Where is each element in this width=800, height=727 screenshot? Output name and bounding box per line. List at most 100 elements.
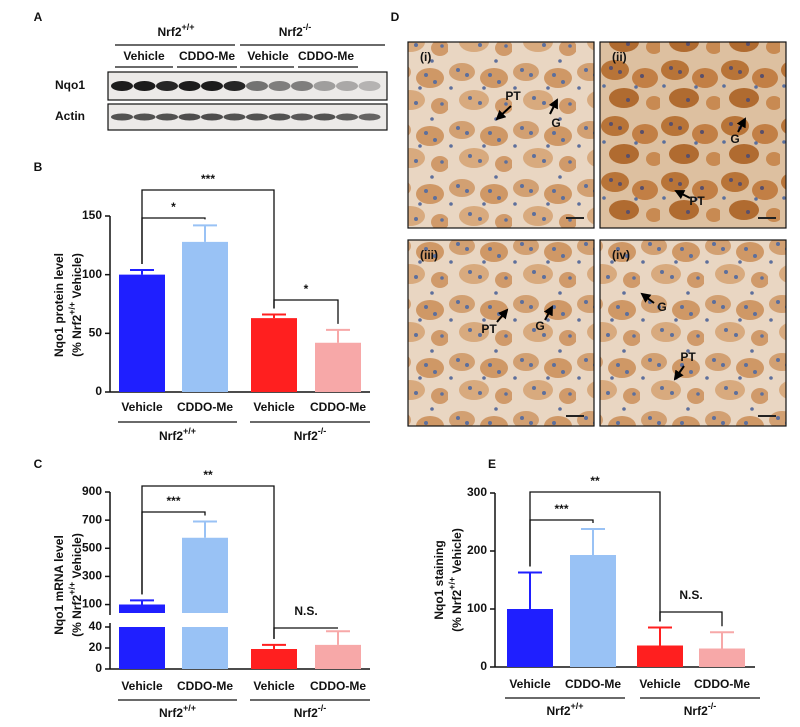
panel-label: E bbox=[488, 457, 496, 471]
micrograph-arrow-label: G bbox=[730, 132, 739, 146]
group-label: Nrf2-/- bbox=[294, 703, 327, 720]
y-tick-label: 100 bbox=[82, 597, 102, 611]
bar bbox=[570, 555, 616, 667]
significance-label: * bbox=[171, 200, 176, 214]
panel-label: D bbox=[391, 10, 400, 24]
panel-label: C bbox=[34, 457, 43, 471]
blot-band bbox=[313, 113, 336, 121]
blot-band bbox=[133, 81, 156, 91]
micrograph-arrow-label: G bbox=[535, 319, 544, 333]
blot-band bbox=[201, 113, 223, 121]
panel-label: B bbox=[34, 160, 43, 174]
micrograph bbox=[407, 239, 595, 427]
blot-band bbox=[156, 81, 178, 91]
micrograph-arrow-label: PT bbox=[481, 322, 497, 336]
micrograph-arrow-label: G bbox=[551, 116, 560, 130]
blot-band bbox=[178, 113, 201, 121]
blot-genotype: Nrf2+/+ bbox=[157, 22, 194, 39]
group-label: Nrf2+/+ bbox=[546, 701, 583, 718]
blot-band bbox=[201, 81, 223, 91]
blot-row-label: Actin bbox=[55, 109, 85, 123]
x-tick-label: Vehicle bbox=[253, 400, 295, 414]
blot-band bbox=[358, 81, 381, 91]
error-bar bbox=[326, 328, 350, 343]
blot-genotype-sup: +/+ bbox=[182, 22, 195, 32]
y-tick-label: 500 bbox=[82, 540, 102, 554]
bar bbox=[119, 604, 165, 669]
bar bbox=[315, 644, 361, 669]
blot-band bbox=[111, 113, 133, 121]
significance-bracket bbox=[141, 485, 275, 639]
group-label-sup: -/- bbox=[318, 426, 327, 436]
micrograph-label: (iv) bbox=[612, 248, 630, 262]
y-axis-title: (% Nrf2+/+ Vehicle) bbox=[67, 253, 84, 357]
micrograph-arrow bbox=[496, 308, 509, 323]
blot-band bbox=[336, 81, 358, 91]
y-axis-title-post: Vehicle) bbox=[450, 528, 464, 577]
y-tick-label: 150 bbox=[82, 208, 102, 222]
bar bbox=[251, 318, 297, 392]
error-bar bbox=[326, 630, 350, 645]
error-bar bbox=[130, 268, 154, 275]
y-axis-title: (% Nrf2+/+ Vehicle) bbox=[67, 533, 84, 637]
micrograph-arrow-label: PT bbox=[505, 89, 521, 103]
bar bbox=[251, 649, 297, 669]
blot-band bbox=[291, 113, 313, 121]
x-tick-label: Vehicle bbox=[121, 679, 163, 693]
error-bar bbox=[193, 224, 217, 242]
x-tick-label: CDDO-Me bbox=[310, 679, 366, 693]
x-tick-label: CDDO-Me bbox=[177, 400, 233, 414]
micrograph-label: (ii) bbox=[612, 50, 627, 64]
blot-band bbox=[336, 113, 358, 121]
significance-label: *** bbox=[166, 494, 180, 508]
micrograph-arrow bbox=[543, 305, 553, 321]
y-axis-title-sup: +/+ bbox=[67, 302, 77, 315]
x-tick-label: Vehicle bbox=[121, 400, 163, 414]
significance-bracket bbox=[659, 611, 723, 627]
blot-row-label: Nqo1 bbox=[55, 78, 85, 92]
group-label-base: Nrf2 bbox=[546, 704, 570, 718]
blot-treatment: CDDO-Me bbox=[179, 49, 235, 63]
significance-label: ** bbox=[590, 474, 600, 488]
error-bar bbox=[130, 599, 154, 605]
significance-label: N.S. bbox=[294, 604, 317, 618]
bar bbox=[182, 537, 228, 669]
micrograph-arrow bbox=[673, 365, 685, 381]
y-tick-label: 300 bbox=[467, 485, 487, 499]
error-bar bbox=[262, 313, 286, 319]
blot-band bbox=[156, 113, 178, 121]
group-label-base: Nrf2 bbox=[294, 706, 318, 720]
x-tick-label: CDDO-Me bbox=[177, 679, 233, 693]
y-tick-label: 50 bbox=[89, 326, 103, 340]
y-tick-label: 0 bbox=[480, 659, 487, 673]
micrograph-arrow bbox=[495, 105, 512, 121]
y-tick-label: 0 bbox=[95, 384, 102, 398]
blot-band bbox=[358, 113, 381, 121]
y-axis-title: Nqo1 protein level bbox=[52, 253, 66, 357]
bar bbox=[119, 274, 165, 392]
group-label-base: Nrf2 bbox=[294, 429, 318, 443]
group-label: Nrf2+/+ bbox=[159, 426, 196, 443]
blot-treatment: CDDO-Me bbox=[298, 49, 354, 63]
blot-genotype-base: Nrf2 bbox=[279, 25, 303, 39]
y-axis-title: Nqo1 staining bbox=[432, 540, 446, 619]
micrograph-arrow bbox=[640, 292, 655, 304]
micrograph-arrow bbox=[674, 190, 691, 200]
blot-band bbox=[268, 113, 291, 121]
bar bbox=[315, 342, 361, 392]
error-bar bbox=[648, 626, 672, 646]
micrograph bbox=[599, 41, 787, 229]
x-tick-label: CDDO-Me bbox=[694, 677, 750, 691]
y-axis-title-pre: (% Nrf2 bbox=[450, 590, 464, 632]
x-tick-label: Vehicle bbox=[509, 677, 551, 691]
blot-band bbox=[223, 81, 246, 91]
y-axis-title-sup: +/+ bbox=[447, 577, 457, 590]
significance-label: * bbox=[304, 282, 309, 296]
y-axis-title-pre: (% Nrf2 bbox=[70, 315, 84, 357]
group-label: Nrf2-/- bbox=[294, 426, 327, 443]
y-tick-label: 700 bbox=[82, 512, 102, 526]
micrograph-arrow-label: G bbox=[657, 300, 666, 314]
bar bbox=[182, 241, 228, 392]
y-tick-label: 0 bbox=[95, 661, 102, 675]
micrograph-label: (i) bbox=[420, 50, 431, 64]
